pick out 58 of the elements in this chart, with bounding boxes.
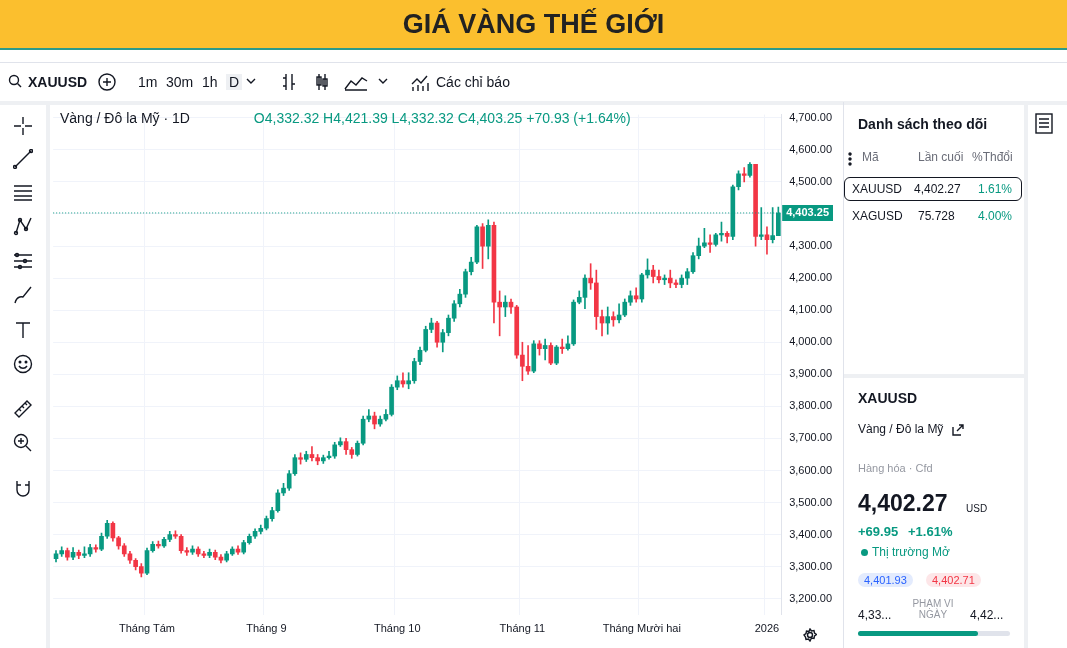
text: Mã — [862, 150, 879, 164]
text: Lần cuối — [918, 150, 964, 164]
text: XAGUSD — [852, 209, 903, 223]
text: D — [226, 74, 243, 90]
candlestick — [559, 338, 565, 354]
x-tick-label: Tháng 10 — [374, 622, 421, 635]
x-tick-label: Tháng 9 — [246, 622, 287, 635]
text: 1.61% — [978, 182, 1013, 196]
text: 4.00% — [978, 209, 1013, 223]
y-tick-label: 4,200.00 — [789, 271, 833, 284]
text: XAUUSD — [852, 182, 903, 196]
y-tick-label: 3,200.00 — [789, 591, 833, 604]
text: 4,402.27 — [914, 182, 961, 196]
y-tick-label: 4,300.00 — [789, 239, 833, 252]
text: 4,33... — [858, 608, 892, 622]
text: PHẠM VI NGÀY — [911, 598, 955, 620]
text: 4,402.27 — [858, 490, 948, 517]
text: Vàng / Đô la Mỹ — [858, 422, 944, 436]
text: 4,401.93 — [858, 573, 913, 587]
text: +1.61% — [908, 524, 953, 539]
text: XAUUSD — [858, 390, 918, 406]
y-tick-label: 4,500.00 — [789, 174, 833, 187]
text: 30m — [166, 74, 194, 90]
text: Hàng hóa · Cfd — [858, 462, 933, 474]
text: 1h — [202, 74, 218, 90]
x-tick-label: Tháng 11 — [499, 622, 546, 635]
x-tick-label: Tháng Tám — [118, 622, 176, 635]
y-tick-label: 3,300.00 — [789, 559, 833, 572]
text: 1m — [138, 74, 158, 90]
y-tick-label: 3,400.00 — [789, 527, 833, 540]
ref-line-label: 4,403.25 — [786, 205, 830, 218]
text: Danh sách theo dõi — [858, 116, 988, 132]
x-tick-label: Tháng Mười hai — [602, 622, 681, 635]
text: 4,42... — [970, 608, 1004, 622]
y-tick-label: 4,600.00 — [789, 142, 833, 155]
candlestick — [605, 306, 611, 335]
chart-title: GIÁ VÀNG THẾ GIỚI — [0, 0, 1067, 50]
text: Các chỉ báo — [436, 74, 510, 90]
x-tick-label: 2026 — [754, 622, 780, 635]
y-tick-label: 3,500.00 — [789, 495, 833, 508]
annotation: O4,332.32 H4,421.39 L4,332.32 C4,403.25 +70.93 (+1.64%) — [253, 110, 631, 126]
y-tick-label: 4,000.00 — [789, 335, 833, 348]
y-tick-label: 3,600.00 — [789, 463, 833, 476]
text: Thị trường Mở — [872, 545, 950, 559]
y-tick-label: 4,700.00 — [789, 110, 833, 123]
y-tick-label: 4,100.00 — [789, 303, 833, 316]
y-tick-label: 3,900.00 — [789, 367, 833, 380]
y-tick-label: 3,800.00 — [789, 399, 833, 412]
text: USD — [966, 503, 988, 514]
text: %Thđổi — [972, 150, 1013, 164]
text: 75.728 — [918, 209, 955, 223]
text: XAUUSD — [28, 74, 88, 90]
candlestick — [741, 167, 747, 183]
text: +69.95 — [858, 524, 899, 539]
candlestick — [93, 544, 99, 553]
chart-subtitle: Vàng / Đô la Mỹ · 1D — [60, 110, 190, 126]
y-tick-label: 3,700.00 — [789, 431, 833, 444]
text: 4,402.71 — [926, 573, 981, 587]
